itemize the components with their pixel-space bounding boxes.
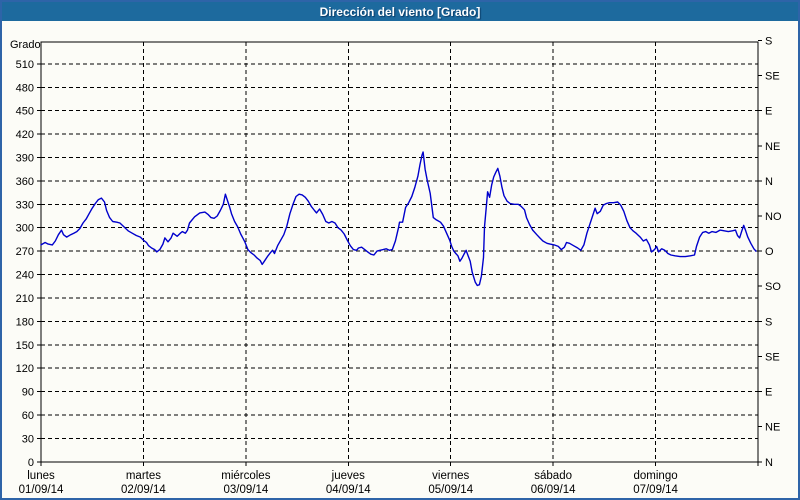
chart-title: Dirección del viento [Grado] [319, 4, 481, 19]
plot-frame [40, 41, 759, 463]
y-tick-label: 60 [22, 410, 34, 422]
x-day-label: martes [126, 470, 161, 482]
compass-label: NO [765, 211, 782, 223]
y-tick-label: 180 [16, 316, 34, 328]
x-day-label: domingo [634, 470, 678, 482]
wind-direction-chart: 0 30 60 90 120 150 180 210 240 270 300 330 360 390 420… [10, 35, 782, 496]
y-tick-label: 30 [22, 433, 34, 445]
compass-label: N [765, 176, 773, 188]
compass-label: SE [765, 351, 780, 363]
compass-label: SE [765, 71, 780, 83]
compass-label: NE [765, 422, 780, 434]
chart-title-bar: Dirección del viento [Grado] [2, 2, 798, 21]
y-tick-label: 510 [16, 59, 34, 71]
compass-label: E [765, 387, 772, 399]
x-day-label: viernes [432, 470, 469, 482]
x-day-label: jueves [331, 470, 365, 482]
compass-label: E [765, 106, 772, 118]
y-tick-label: 480 [16, 82, 34, 94]
y-tick-label: 450 [16, 106, 34, 118]
y-tick-label: 120 [16, 363, 34, 375]
y-tick-label: 300 [16, 223, 34, 235]
y-tick-label: 390 [16, 152, 34, 164]
x-day-label: sábado [534, 470, 572, 482]
x-day-label: lunes [27, 470, 55, 482]
compass-label: S [765, 316, 772, 328]
x-date-label: 03/09/14 [223, 484, 268, 496]
y-tick-label: 420 [16, 129, 34, 141]
x-date-label: 05/09/14 [428, 484, 473, 496]
x-day-label: miércoles [221, 470, 270, 482]
x-date-label: 02/09/14 [121, 484, 166, 496]
y-tick-label: 330 [16, 199, 34, 211]
chart-area: 0 30 60 90 120 150 180 210 240 270 300 330 360 390 420… [2, 21, 798, 498]
y-tick-label: 240 [16, 270, 34, 282]
y-tick-label: 210 [16, 293, 34, 305]
x-date-label: 06/09/14 [531, 484, 576, 496]
y-axis-unit-label: Grado [10, 39, 41, 51]
series-line [40, 151, 757, 287]
compass-label: NE [765, 141, 780, 153]
y-tick-label: 360 [16, 176, 34, 188]
compass-label: S [765, 35, 772, 47]
x-date-label: 07/09/14 [633, 484, 678, 496]
y-tick-label: 0 [28, 457, 34, 469]
compass-label: O [765, 246, 774, 258]
y-tick-label: 90 [22, 387, 34, 399]
y-tick-label: 270 [16, 246, 34, 258]
compass-label: N [765, 457, 773, 469]
x-date-label: 04/09/14 [326, 484, 371, 496]
x-date-label: 01/09/14 [19, 484, 64, 496]
compass-label: SO [765, 281, 781, 293]
y-tick-label: 150 [16, 340, 34, 352]
